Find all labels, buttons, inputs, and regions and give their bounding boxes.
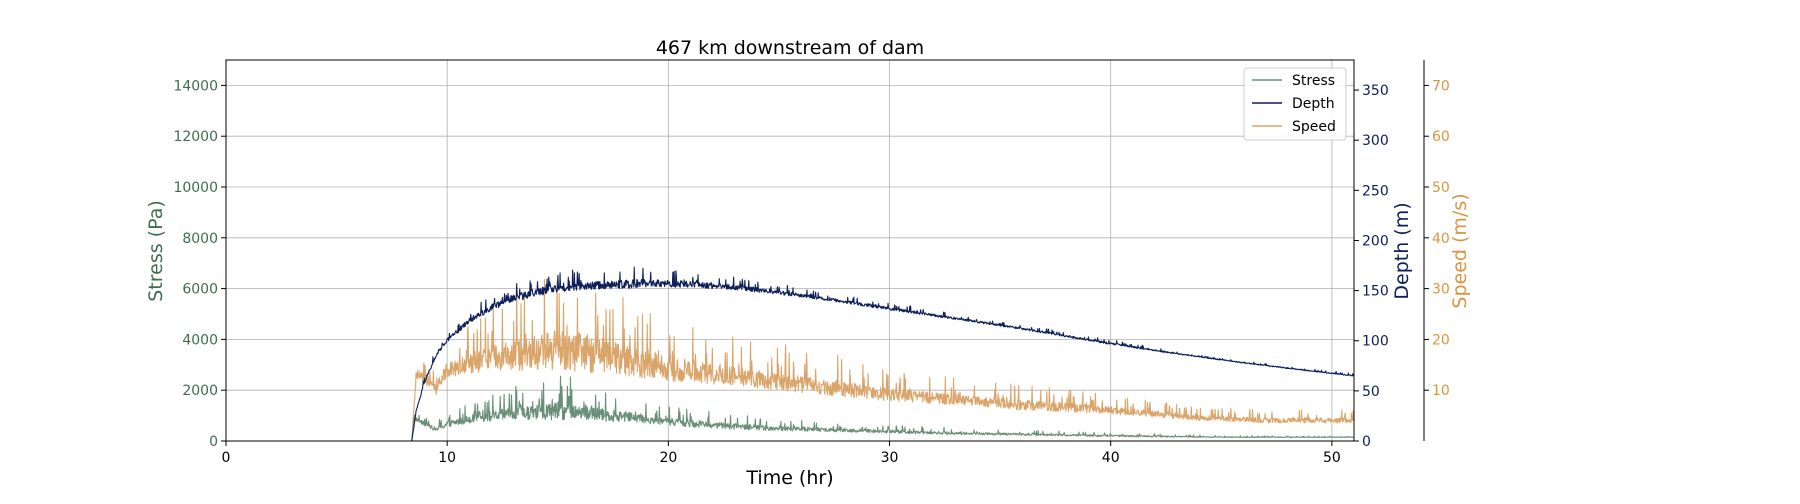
stress-tick-label: 14000	[173, 78, 218, 94]
stress-axis: 0 2000 4000 6000 8000 10000 12000 14000	[173, 78, 226, 450]
depth-tick-label: 100	[1362, 334, 1389, 350]
stress-tick-label: 8000	[182, 231, 218, 247]
stress-tick-label: 6000	[182, 282, 218, 298]
series-line-speed	[225, 278, 1355, 442]
speed-tick-label: 20	[1432, 332, 1450, 348]
stress-tick-label: 0	[209, 434, 218, 450]
legend-label-stress: Stress	[1292, 73, 1335, 89]
x-tick-label: 30	[881, 450, 899, 466]
depth-tick-label: 200	[1362, 233, 1389, 249]
x-tick-label: 10	[438, 450, 456, 466]
legend-box	[1243, 67, 1347, 141]
x-tick-label: 40	[1102, 450, 1120, 466]
speed-tick-label: 40	[1432, 231, 1450, 247]
series-line-stress	[225, 375, 1355, 442]
depth-tick-label: 300	[1362, 133, 1389, 149]
grid	[226, 60, 1354, 441]
depth-tick-label: 350	[1362, 83, 1389, 99]
legend-label-speed: Speed	[1292, 119, 1336, 135]
x-tick-label: 0	[222, 450, 231, 466]
chart-title: 467 km downstream of dam	[656, 37, 924, 59]
speed-axis-label: Speed (m/s)	[1449, 193, 1471, 308]
stress-tick-label: 2000	[182, 383, 218, 399]
speed-tick-label: 10	[1432, 383, 1450, 399]
legend-label-depth: Depth	[1292, 96, 1335, 112]
stress-tick-label: 12000	[173, 129, 218, 145]
series-line-depth	[225, 266, 1355, 442]
depth-axis: 0 50 100 150 200 250 300 350	[1354, 83, 1389, 450]
plot-frame	[225, 59, 1355, 442]
stress-tick-label: 10000	[173, 180, 218, 196]
speed-tick-label: 50	[1432, 180, 1450, 196]
depth-tick-label: 50	[1362, 384, 1380, 400]
legend: Stress Depth Speed	[1243, 67, 1347, 141]
x-tick-label: 20	[659, 450, 677, 466]
x-axis-label: Time (hr)	[745, 467, 833, 489]
series-layer	[225, 266, 1355, 442]
depth-tick-label: 150	[1362, 284, 1389, 300]
depth-tick-label: 0	[1362, 434, 1371, 450]
depth-axis-label: Depth (m)	[1391, 202, 1413, 299]
stress-tick-label: 4000	[182, 332, 218, 348]
x-axis: 0 10 20 30 40 50	[222, 441, 1341, 466]
stress-axis-label: Stress (Pa)	[145, 200, 167, 302]
speed-tick-label: 30	[1432, 282, 1450, 298]
speed-tick-label: 60	[1432, 129, 1450, 145]
speed-axis: 10 20 30 40 50 60 70	[1423, 60, 1450, 441]
x-tick-label: 50	[1323, 450, 1341, 466]
depth-tick-label: 250	[1362, 183, 1389, 199]
speed-tick-label: 70	[1432, 78, 1450, 94]
